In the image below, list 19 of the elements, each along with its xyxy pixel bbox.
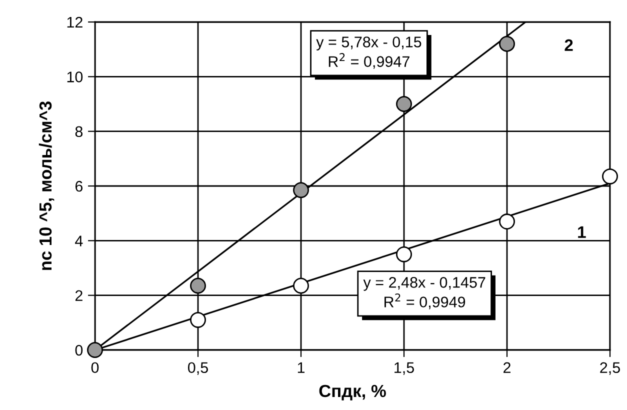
x-tick-label: 2 [504,362,510,373]
annotation: 2 [564,39,573,51]
y-tick-label: 4 [75,236,83,246]
x-tick-label: 1 [298,362,305,373]
y-tick-label: 8 [75,126,83,138]
annotation: 1 [578,226,586,238]
y-tick-label: 12 [67,16,82,28]
y-tick-label: 6 [75,180,83,192]
annotation: y = 2,48x - 0,1457 R$^{2}$ = 0,9949 [363,277,486,310]
y-tick-label: 0 [75,344,83,356]
x-tick-label: 0 [91,362,99,374]
y-axis-title: nc 10 ^5, моль/см^3 [38,101,54,270]
x-tick-label: 1,5 [394,362,414,375]
y-tick-label: 10 [67,72,83,82]
annotation: y = 5,78x - 0,15 R$^{2}$ = 0,9947 [316,36,422,69]
x-tick-label: 0,5 [188,362,208,375]
x-axis-title: Спдк, % [319,384,386,400]
y-tick-label: 2 [75,290,82,301]
x-tick-label: 2,5 [600,362,620,375]
